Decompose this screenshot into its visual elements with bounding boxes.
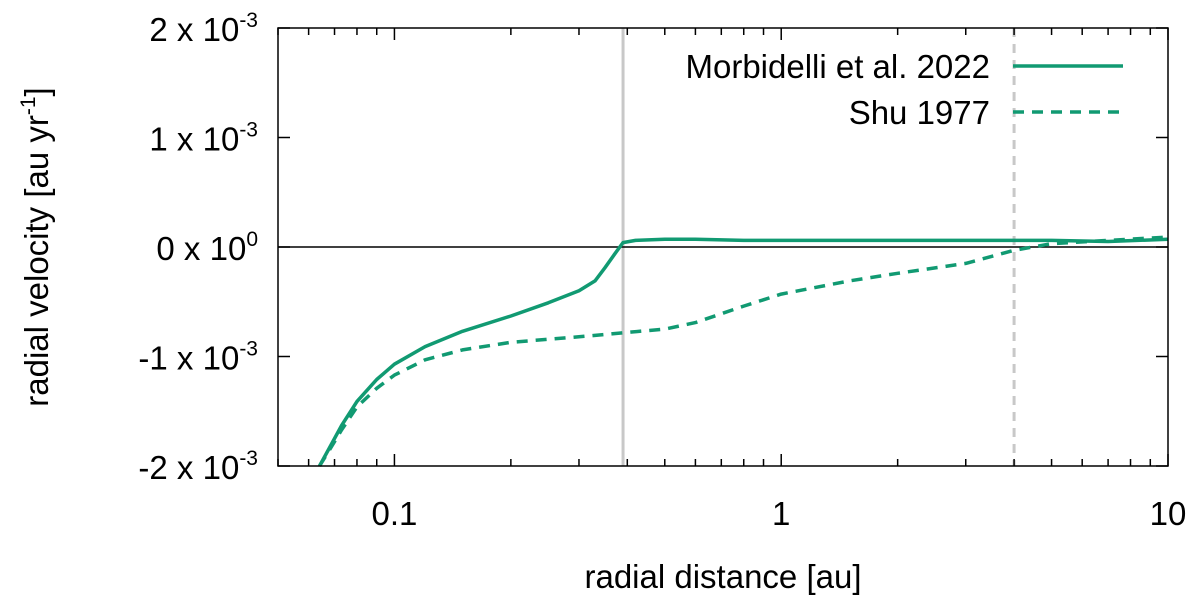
x-tick-label: 0.1 xyxy=(371,495,417,532)
legend-label-2: Shu 1977 xyxy=(849,94,990,131)
y-tick-label: 0 x 100 xyxy=(156,228,258,267)
y-tick-labels: 2 x 10-3 1 x 10-3 0 x 100 -1 x 10-3 -2 x 10-… xyxy=(138,9,258,486)
y-axis-label-exponent: -1 xyxy=(17,96,40,115)
legend-label-1: Morbidelli et al. 2022 xyxy=(685,48,990,85)
series-line-1 xyxy=(317,237,1169,467)
x-tick-label: 1 xyxy=(772,495,790,532)
y-tick-label: -2 x 10-3 xyxy=(138,447,258,486)
y-axis-label-text: radial velocity [au yr xyxy=(18,115,55,407)
x-tick-labels: 0.1 1 10 xyxy=(371,495,1186,532)
y-tick-label: 2 x 10-3 xyxy=(149,9,258,48)
y-axis-label-close: ] xyxy=(18,87,55,96)
y-axis-label: radial velocity [au yr-1] xyxy=(17,87,55,406)
series-line-2 xyxy=(318,235,1169,467)
series-lines xyxy=(317,235,1169,467)
x-axis-label: radial distance [au] xyxy=(584,558,861,595)
y-tick-label: 1 x 10-3 xyxy=(149,119,258,158)
legend: Morbidelli et al. 2022 Shu 1977 xyxy=(685,48,1123,131)
y-tick-label: -1 x 10-3 xyxy=(138,338,258,377)
x-tick-label: 10 xyxy=(1150,495,1187,532)
axis-ticks xyxy=(277,27,1169,467)
